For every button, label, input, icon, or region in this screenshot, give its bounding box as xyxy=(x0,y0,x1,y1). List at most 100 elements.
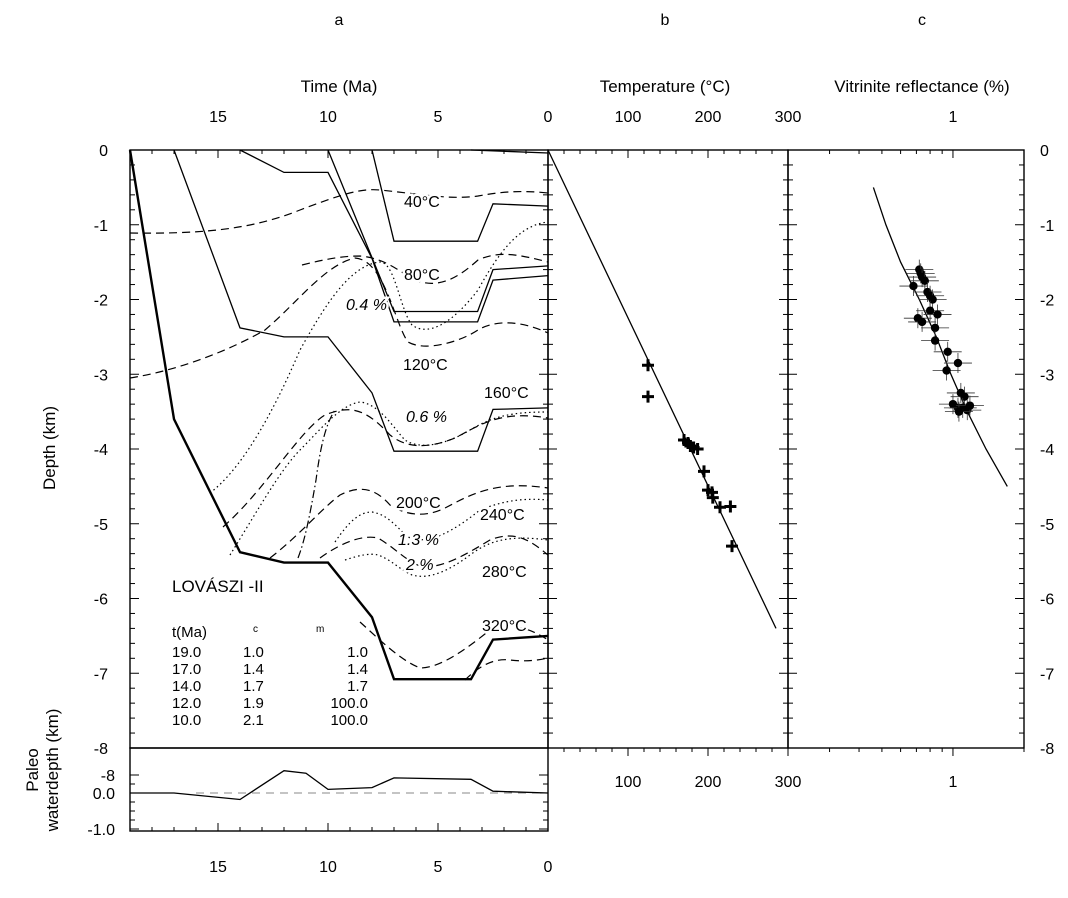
time-tick-label-bottom: 5 xyxy=(434,859,443,876)
time-tick-label-bottom: 10 xyxy=(319,859,337,876)
vr-point xyxy=(930,323,940,333)
paleo-axis-title-line2: waterdepth (km) xyxy=(43,709,62,833)
temp-tick-label-top: 300 xyxy=(775,109,802,126)
isotherm-320 xyxy=(464,657,549,681)
isotherm-80 xyxy=(301,253,549,284)
time-tick-label-top: 5 xyxy=(434,109,443,126)
table-cell-t: 17.0 xyxy=(172,661,201,678)
panel-b-frame xyxy=(547,149,789,749)
vr-label-2: 2 % xyxy=(405,557,434,574)
table-cell-c: 1.7 xyxy=(243,678,264,695)
vr-1.3-line xyxy=(334,498,549,543)
table-cell-c: 2.1 xyxy=(243,712,264,729)
vitrinite-model-line xyxy=(872,187,1008,487)
isotherm-label-320: 320°C xyxy=(482,618,527,635)
vr-tick-label-top: 1 xyxy=(949,109,958,126)
temp-tick-label-top: 200 xyxy=(695,109,722,126)
vr-label-1.3: 1.3 % xyxy=(398,532,439,549)
burial-horizon xyxy=(327,149,549,313)
isotherm-label-280: 280°C xyxy=(482,564,527,581)
table-cell-m: 1.0 xyxy=(347,644,368,661)
table-header-c: c xyxy=(253,624,258,635)
isotherm-280 xyxy=(359,621,549,669)
isotherm-240 xyxy=(319,535,549,568)
vr-point xyxy=(933,310,942,319)
table-cell-t: 14.0 xyxy=(172,678,201,695)
depth-tick-label-right: 0 xyxy=(1040,143,1049,160)
isotherm-label-120: 120°C xyxy=(403,357,448,374)
vr-point xyxy=(920,276,930,286)
vr-point xyxy=(928,295,937,304)
vr-0.6-line xyxy=(229,401,549,556)
temperature-point xyxy=(714,501,726,514)
table-cell-c: 1.0 xyxy=(243,644,264,661)
isotherm-120 xyxy=(129,257,549,379)
depth-tick-label-right: -4 xyxy=(1040,442,1054,459)
panel-a-x-title: Time (Ma) xyxy=(301,77,378,96)
temperature-point xyxy=(642,390,654,403)
table-header-t: t(Ma) xyxy=(172,624,207,641)
depth-axis-title: Depth (km) xyxy=(40,406,59,490)
vr-point xyxy=(965,401,975,410)
temperature-point xyxy=(691,443,704,455)
isotherm-label-40: 40°C xyxy=(404,194,440,211)
table-cell-m: 1.7 xyxy=(347,678,368,695)
isotherm-200 xyxy=(269,485,549,559)
temperature-point xyxy=(698,465,710,478)
depth-tick-label-left: 0 xyxy=(99,143,108,160)
table-cell-c: 1.4 xyxy=(243,661,264,678)
isotherm-label-80: 80°C xyxy=(404,267,440,284)
depth-tick-label-left: -6 xyxy=(94,592,108,609)
panel-c-frame xyxy=(787,149,1025,749)
burial-horizon xyxy=(173,149,549,452)
vr-0.4-line xyxy=(209,221,549,494)
burial-horizon xyxy=(239,149,549,323)
temperature-point xyxy=(726,540,738,553)
vr-label-0.6: 0.6 % xyxy=(406,409,447,426)
time-tick-label-top: 10 xyxy=(319,109,337,126)
depth-tick-label-right: -5 xyxy=(1040,517,1054,534)
panel-c-x-title: Vitrinite reflectance (%) xyxy=(834,77,1009,96)
vr-point xyxy=(917,317,927,327)
table-cell-t: 12.0 xyxy=(172,695,201,712)
temperature-point xyxy=(642,359,654,372)
paleo-tick-label: -1.0 xyxy=(87,822,115,839)
depth-tick-label-right: -7 xyxy=(1040,666,1054,683)
time-tick-label-bottom: 15 xyxy=(209,859,227,876)
paleo-panel-frame xyxy=(129,747,549,832)
paleo-tick-label: -8 xyxy=(101,768,115,785)
vr-point xyxy=(943,347,952,357)
temperature-model-line xyxy=(547,149,777,629)
time-tick-label-bottom: 0 xyxy=(544,859,553,876)
panel-b-x-title: Temperature (°C) xyxy=(600,77,731,96)
time-tick-label-top: 15 xyxy=(209,109,227,126)
axis-ticks xyxy=(129,149,1025,831)
depth-tick-label-right: -2 xyxy=(1040,293,1054,310)
panel-a-burial-horizons xyxy=(173,149,549,452)
vr-point xyxy=(942,366,951,375)
vr-tick-label-bottom: 1 xyxy=(949,774,958,791)
depth-tick-label-right: -6 xyxy=(1040,592,1054,609)
temp-tick-label-bottom: 200 xyxy=(695,774,722,791)
depth-tick-label-left: -8 xyxy=(94,741,108,758)
vr-label-0.4: 0.4 % xyxy=(346,297,387,314)
panel-letter-b: b xyxy=(661,12,670,29)
table-cell-m: 100.0 xyxy=(330,712,368,729)
isotherm-early xyxy=(297,409,336,559)
basement-burial-curve xyxy=(128,149,549,681)
depth-tick-label-left: -3 xyxy=(94,367,108,384)
panel-a-vitrinite-isolines xyxy=(209,221,549,577)
isotherm-label-160: 160°C xyxy=(484,385,529,402)
vr-point xyxy=(930,336,940,345)
paleo-waterdepth-line xyxy=(130,770,549,801)
temp-tick-label-bottom: 300 xyxy=(775,774,802,791)
isotherm-40 xyxy=(129,189,549,234)
depth-tick-label-right: -8 xyxy=(1040,741,1054,758)
panel-letter-c: c xyxy=(918,12,926,29)
vr-point xyxy=(954,407,964,416)
paleo-axis-title-line1: Paleo xyxy=(23,748,42,791)
temp-tick-label-bottom: 100 xyxy=(615,774,642,791)
depth-tick-label-left: -1 xyxy=(94,218,108,235)
well-name: LOVÁSZI -II xyxy=(172,577,264,596)
